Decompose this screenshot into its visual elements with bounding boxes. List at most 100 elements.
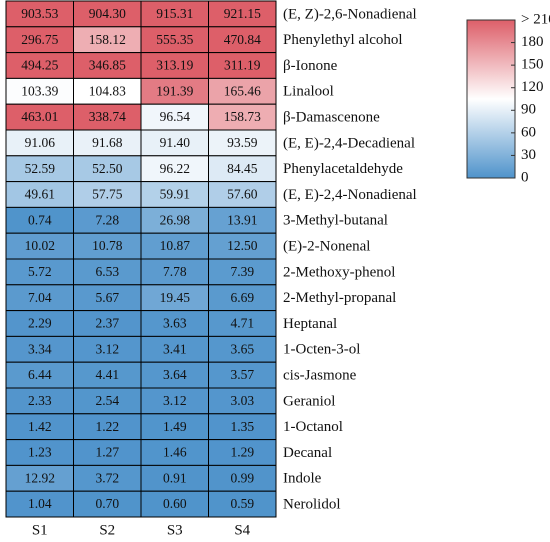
cell-label: 12.92 bbox=[25, 470, 55, 485]
row-label: (E, E)-2,4-Decadienal bbox=[283, 135, 415, 151]
cell-label: 3.03 bbox=[230, 393, 254, 408]
cell-label: 84.45 bbox=[227, 161, 258, 176]
cell-label: 52.59 bbox=[25, 161, 56, 176]
cell bbox=[73, 284, 142, 312]
cell bbox=[73, 258, 142, 286]
cell-label: 5.67 bbox=[95, 290, 119, 305]
cell-label: 0.91 bbox=[163, 470, 187, 485]
cell-label: 2.54 bbox=[95, 393, 119, 408]
cell-label: 0.60 bbox=[163, 496, 187, 511]
cell-label: 3.65 bbox=[230, 341, 254, 356]
row-label: Indole bbox=[283, 471, 322, 487]
cell bbox=[73, 77, 142, 105]
cell-label: 10.78 bbox=[92, 238, 123, 253]
cell bbox=[140, 490, 209, 518]
cell-label: 7.78 bbox=[163, 264, 187, 279]
colorbar-tick-label: 120 bbox=[521, 79, 544, 95]
cell-label: 158.73 bbox=[224, 109, 261, 124]
cell bbox=[208, 464, 277, 492]
row-label: Heptanal bbox=[283, 316, 337, 332]
cell-label: 3.34 bbox=[28, 341, 52, 356]
cell-label: 96.22 bbox=[160, 161, 190, 176]
cell-label: 91.40 bbox=[160, 135, 191, 150]
cell-label: 1.04 bbox=[28, 496, 52, 511]
cell-label: 463.01 bbox=[21, 109, 58, 124]
cell-label: 96.54 bbox=[160, 109, 191, 124]
cell bbox=[140, 129, 209, 157]
cell bbox=[208, 0, 277, 28]
cell-label: 296.75 bbox=[21, 32, 58, 47]
cell bbox=[73, 310, 142, 337]
cell-label: 49.61 bbox=[25, 187, 55, 202]
colorbar-tick-label: 180 bbox=[521, 34, 544, 50]
cell bbox=[208, 387, 277, 415]
cell bbox=[208, 77, 277, 105]
cell-label: 555.35 bbox=[156, 32, 193, 47]
colorbar-tick-label: 60 bbox=[521, 124, 536, 140]
cell-label: 103.39 bbox=[21, 83, 58, 98]
cell-label: 3.72 bbox=[95, 470, 119, 485]
row-label: Decanal bbox=[283, 445, 332, 461]
cell-label: 3.12 bbox=[95, 341, 119, 356]
cell bbox=[73, 464, 142, 492]
cell bbox=[140, 103, 209, 131]
cell-label: 6.53 bbox=[95, 264, 119, 279]
cell bbox=[208, 284, 277, 312]
cell bbox=[140, 413, 209, 441]
cell-label: 903.53 bbox=[21, 6, 58, 21]
colorbar-tick-label: 90 bbox=[521, 102, 536, 118]
cell-label: 1.22 bbox=[95, 419, 119, 434]
cell bbox=[73, 52, 142, 79]
cell bbox=[5, 490, 74, 518]
cell bbox=[208, 335, 277, 363]
cell bbox=[208, 26, 277, 54]
row-label: Nerolidol bbox=[283, 497, 341, 513]
cell bbox=[5, 387, 74, 415]
cell-label: 7.39 bbox=[230, 264, 254, 279]
cell bbox=[140, 155, 209, 183]
cell-label: 1.27 bbox=[95, 445, 119, 460]
row-label: 2-Methyl-propanal bbox=[283, 290, 396, 306]
cell-label: 3.57 bbox=[230, 367, 254, 382]
cell-label: 26.98 bbox=[160, 212, 191, 227]
cell-label: 165.46 bbox=[224, 83, 261, 98]
row-label: Linalool bbox=[283, 84, 334, 100]
cell bbox=[208, 103, 277, 131]
cell-label: 1.35 bbox=[230, 419, 254, 434]
cell bbox=[208, 206, 277, 234]
row-label: 2-Methoxy-phenol bbox=[283, 264, 395, 280]
cell bbox=[5, 103, 74, 131]
column-label: S2 bbox=[99, 522, 115, 538]
cell-label: 4.41 bbox=[95, 367, 119, 382]
cell-label: 5.72 bbox=[28, 264, 52, 279]
cell bbox=[5, 464, 74, 492]
colorbar bbox=[466, 19, 516, 179]
row-label: β-Ionone bbox=[283, 58, 338, 74]
cell-label: 91.06 bbox=[25, 135, 56, 150]
cell bbox=[73, 439, 142, 466]
cell-label: 52.50 bbox=[92, 161, 123, 176]
cell bbox=[140, 181, 209, 208]
cell-label: 2.29 bbox=[28, 316, 52, 331]
cell-label: 0.99 bbox=[230, 470, 254, 485]
cell bbox=[73, 490, 142, 518]
column-label: S3 bbox=[167, 522, 183, 538]
cell-label: 0.59 bbox=[230, 496, 254, 511]
cell bbox=[5, 310, 74, 337]
cell bbox=[140, 310, 209, 337]
cell-label: 0.70 bbox=[95, 496, 119, 511]
cell-label: 904.30 bbox=[89, 6, 126, 21]
cell bbox=[140, 464, 209, 492]
cell-label: 104.83 bbox=[89, 83, 126, 98]
cell-label: 915.31 bbox=[156, 6, 193, 21]
cell bbox=[140, 284, 209, 312]
colorbar-tick-label: > 210 bbox=[521, 11, 550, 27]
cell bbox=[5, 129, 74, 157]
cell-label: 57.60 bbox=[227, 187, 258, 202]
cell-label: 59.91 bbox=[160, 187, 190, 202]
cell bbox=[73, 0, 142, 28]
cell-label: 57.75 bbox=[92, 187, 123, 202]
cell-label: 470.84 bbox=[224, 32, 261, 47]
cell bbox=[140, 335, 209, 363]
